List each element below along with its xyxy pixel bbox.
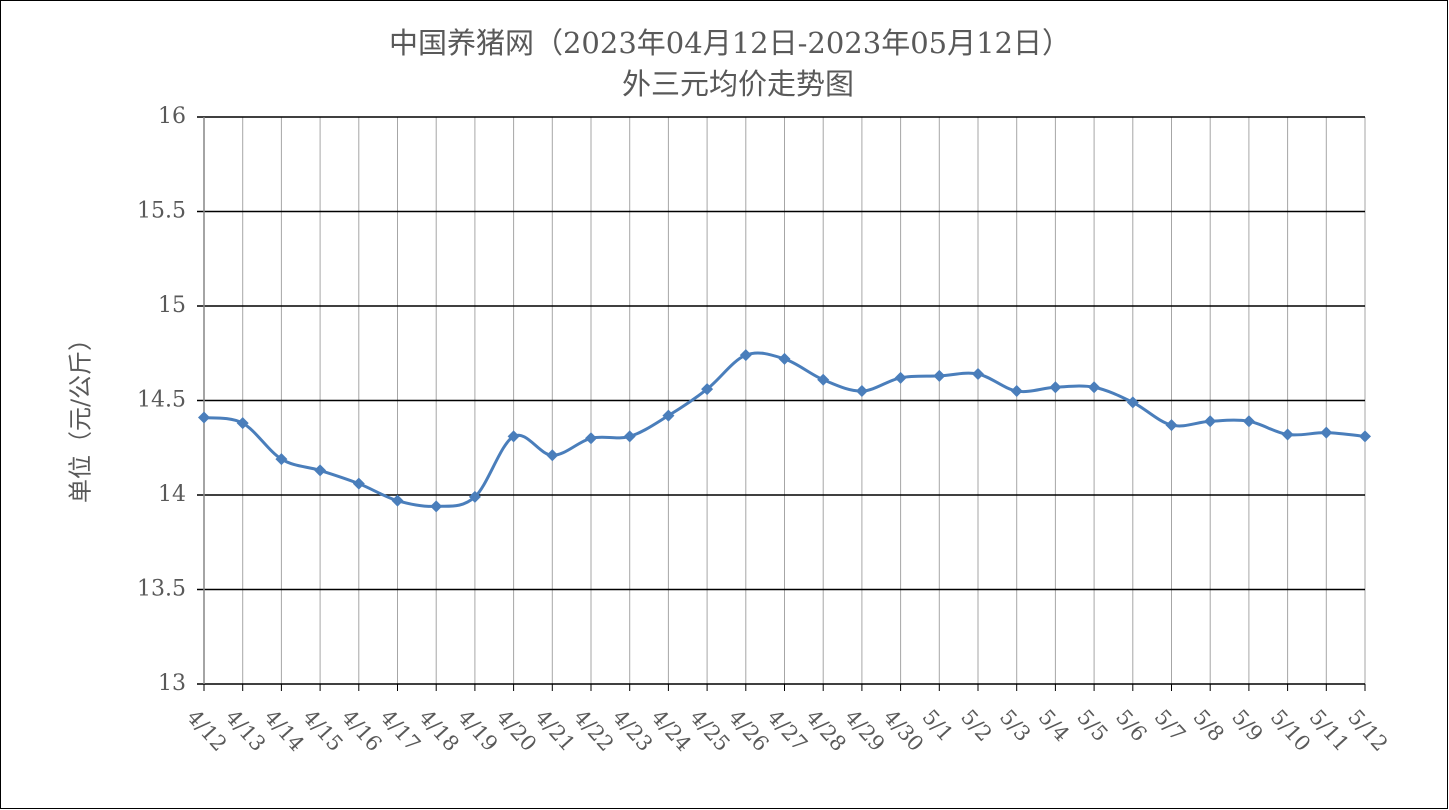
point-marker: [662, 409, 675, 422]
point-marker: [1010, 385, 1023, 398]
point-marker: [701, 383, 714, 396]
point-marker: [1088, 381, 1101, 394]
point-marker: [623, 430, 636, 443]
point-marker: [236, 417, 249, 430]
point-marker: [391, 494, 404, 507]
y-axis-title: 单位（元/公斤）: [67, 327, 95, 503]
point-marker: [855, 385, 868, 398]
point-marker: [972, 368, 984, 381]
point-marker: [1204, 415, 1217, 428]
point-marker: [1165, 419, 1178, 432]
point-marker: [198, 411, 210, 424]
point-marker: [468, 490, 481, 503]
point-marker: [817, 373, 830, 386]
point-marker: [1281, 428, 1294, 441]
point-marker: [1242, 415, 1255, 428]
point-marker: [314, 464, 327, 477]
y-tick-label: 14.5: [137, 388, 186, 413]
point-marker: [739, 349, 752, 362]
y-tick-label: 13.5: [137, 577, 186, 602]
point-marker: [1359, 430, 1371, 443]
point-marker: [1126, 396, 1139, 409]
point-marker: [933, 369, 946, 382]
chart-subtitle: 外三元均价走势图: [622, 67, 854, 101]
point-marker: [894, 371, 907, 384]
point-marker: [352, 477, 365, 490]
point-marker: [430, 500, 443, 513]
y-tick-label: 15.5: [137, 199, 186, 224]
point-marker: [1049, 381, 1062, 394]
y-tick-label: 15: [158, 293, 186, 318]
point-marker: [585, 432, 597, 445]
y-tick-label: 13: [158, 671, 186, 696]
point-marker: [778, 352, 791, 365]
point-marker: [275, 453, 288, 466]
y-tick-label: 14: [158, 482, 186, 507]
point-marker: [1320, 426, 1333, 439]
y-tick-label: 16: [158, 104, 186, 129]
point-marker: [507, 430, 520, 443]
chart-title: 中国养猪网（2023年04月12日-2023年05月12日）: [389, 26, 1071, 60]
point-marker: [546, 449, 559, 462]
